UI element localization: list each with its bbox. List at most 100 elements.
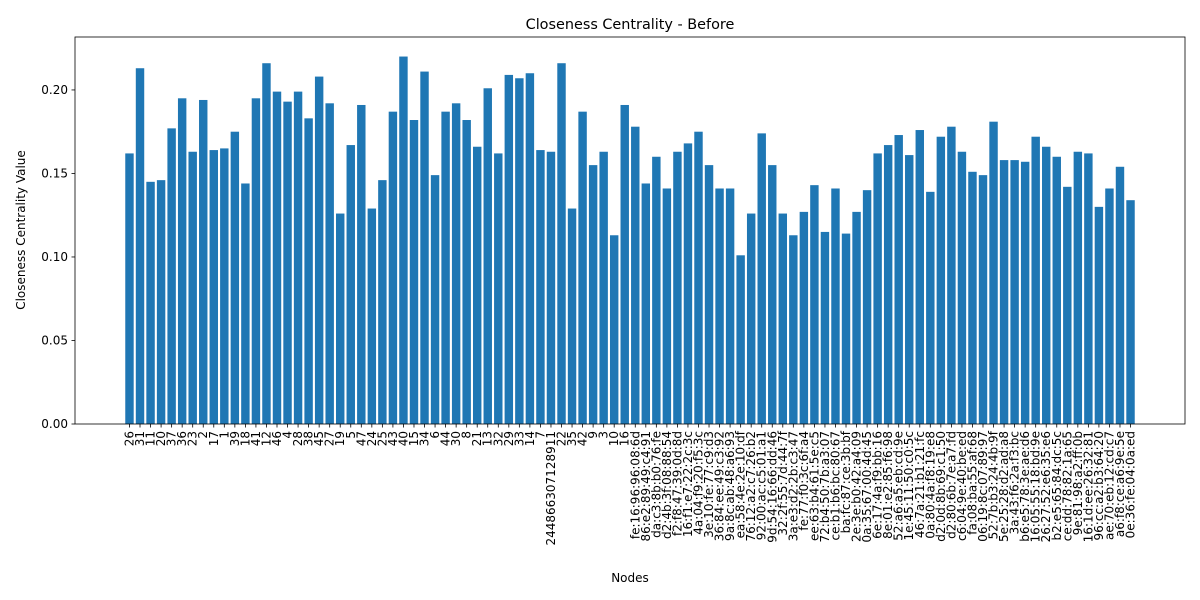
bar — [1105, 188, 1114, 424]
x-tick-label: 8e:01:e2:85:f6:98 — [881, 431, 895, 539]
bar — [1052, 156, 1061, 424]
x-tick-label: 19 — [333, 431, 347, 446]
bar — [177, 98, 187, 425]
x-tick-label: 4 — [281, 431, 295, 439]
x-tick-label: 92:00:ac:c5:01:a1 — [755, 431, 769, 540]
x-tick-label: b2:e5:65:84:dc:5c — [1050, 431, 1064, 540]
bar — [789, 235, 798, 424]
x-tick-label: 4a:04:f9:20:f5:3c — [691, 431, 705, 535]
bar — [820, 231, 830, 424]
bar — [1084, 153, 1093, 424]
bar — [926, 191, 935, 424]
bar — [989, 121, 998, 425]
y-tick-label: 0.15 — [41, 166, 68, 180]
bar — [1031, 136, 1040, 424]
bar — [146, 181, 155, 424]
bar — [504, 74, 514, 424]
bar — [209, 150, 218, 424]
x-tick-label: 76:12:a2:c7:26:b2 — [744, 431, 758, 542]
x-tick-label: 6e:17:4a:f9:bb:16 — [871, 431, 885, 539]
bar — [578, 111, 587, 424]
bar — [567, 208, 577, 424]
x-tick-label: 46 — [270, 431, 284, 446]
bar — [673, 151, 682, 425]
bar — [125, 153, 134, 424]
bar — [346, 145, 355, 424]
bar — [378, 180, 387, 424]
bar — [441, 111, 450, 424]
x-tick-label: 33 — [512, 431, 526, 446]
x-tick-label: 36 — [175, 431, 189, 446]
bar — [1126, 200, 1135, 424]
x-tick-label: 52:7b:b3:24:4b:9f — [987, 430, 1001, 539]
bar — [978, 175, 988, 424]
bar — [799, 211, 809, 424]
x-tick-label: 34 — [418, 431, 432, 446]
plot-frame — [74, 36, 1186, 425]
x-tick-label: 12 — [259, 431, 273, 446]
bar — [841, 233, 851, 424]
x-tick-label: 9d:54:16:66:dd:46 — [765, 431, 779, 543]
x-tick-label: fe:16:96:96:08:6d — [628, 431, 642, 539]
x-tick-label: 3e:10:fe:77:c9:d3 — [702, 431, 716, 538]
y-tick-label: 0.10 — [41, 250, 68, 264]
x-tick-label: d2:0d:8b:69:c1:50 — [934, 431, 948, 542]
x-tick-label: ce:dd:78:82:1a:65 — [1060, 431, 1074, 541]
x-tick-label: 18 — [238, 431, 252, 446]
bar — [515, 78, 524, 425]
x-tick-label: 22 — [555, 431, 569, 446]
x-tick-label: 16:1d:ee:26:32:81 — [1081, 431, 1095, 542]
bar — [325, 103, 334, 424]
bar — [314, 76, 324, 425]
bar — [462, 120, 471, 424]
bar — [135, 68, 145, 425]
x-tick-label: 52:a6:a5:eb:cd:9e — [892, 431, 906, 541]
x-tick-label: 0a:35:67:00:4d:45 — [860, 431, 874, 543]
x-tick-label: 41 — [249, 431, 263, 446]
x-tick-label: 17 — [207, 431, 221, 446]
x-tick-label: 31 — [133, 431, 147, 446]
x-tick-label: a6:f8:ce:a6:9e:5e — [1113, 431, 1127, 537]
x-tick-label: 38 — [302, 431, 316, 446]
bar — [704, 165, 714, 424]
bar — [283, 101, 292, 424]
bar — [968, 171, 977, 424]
bar — [1063, 186, 1072, 424]
x-tick-label: 3 — [597, 431, 611, 439]
x-tick-label: 244866307128911 — [544, 431, 558, 546]
x-tick-label: 46:7a:21:b1:21:fc — [913, 431, 927, 538]
x-tick-label: 29 — [502, 431, 516, 446]
x-tick-label: 13 — [481, 431, 495, 446]
bar — [683, 143, 693, 425]
x-tick-label: c6:04:9e:40:be:ed — [955, 431, 969, 541]
bar — [546, 151, 556, 425]
x-tick-label: ee:63:b4:61:5e:c5 — [807, 431, 821, 541]
x-tick-label: 72:b4:50:7b:a3:07 — [818, 431, 832, 543]
y-axis-label: Closeness Centrality Value — [14, 150, 28, 310]
x-tick-label: 0a:80:4a:f8:19:e8 — [923, 431, 937, 539]
bar — [251, 98, 261, 425]
x-tick-label: 42 — [576, 431, 590, 446]
x-tick-label: d2:4b:3f:08:88:54 — [660, 431, 674, 539]
bar — [272, 91, 282, 424]
bar — [525, 73, 535, 424]
x-tick-label: 21 — [470, 431, 484, 446]
x-tick-label: b6:e5:78:3e:ae:d6 — [1018, 431, 1032, 542]
x-tick-label: 1e:45:11:50:c0:5c — [902, 431, 916, 541]
x-tick-label: 0e:36:fe:04:0a:ed — [1124, 431, 1138, 538]
bar — [399, 56, 408, 424]
bar — [736, 255, 745, 424]
x-tick-label: 16:f1:e7:22:2c:3c — [681, 431, 695, 537]
bar — [873, 153, 882, 424]
bar — [388, 111, 398, 424]
x-tick-label: ce:b1:b6:bc:80:67 — [828, 431, 842, 540]
x-tick-label: d2:80:6b:7e:a7:fd — [944, 431, 958, 539]
bar — [367, 208, 377, 424]
x-tick-label: 20 — [154, 431, 168, 446]
x-tick-label: 10 — [607, 431, 621, 446]
x-tick-label: 23 — [186, 431, 200, 446]
bar — [167, 128, 176, 424]
bar — [862, 190, 872, 424]
x-tick-label: 40 — [396, 431, 410, 446]
